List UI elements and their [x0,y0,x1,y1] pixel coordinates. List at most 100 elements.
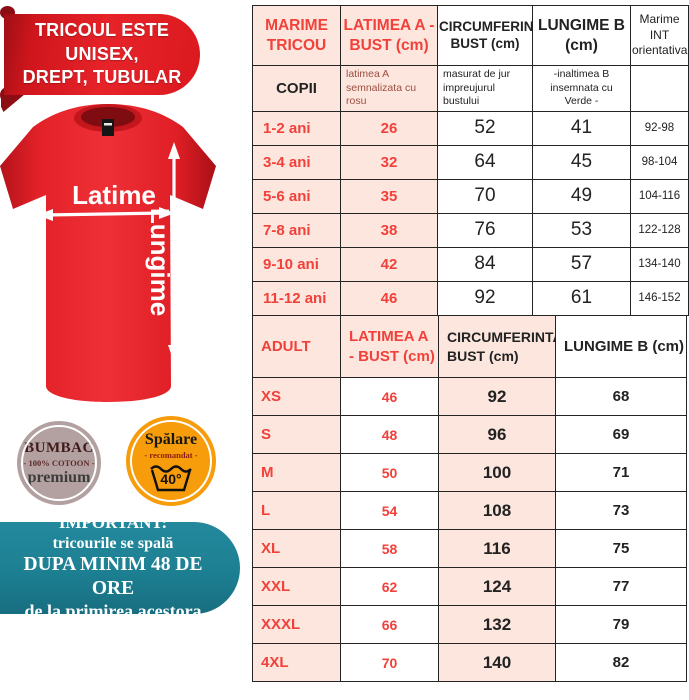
size-cell: 3-4 ani [252,144,341,180]
int-size-cell: 134-140 [630,246,689,282]
width-cell: 46 [340,377,439,416]
int-size-cell: 92-98 [630,110,689,146]
tshirt-collar-tag-print [104,123,112,126]
size-cell: XL [252,529,341,568]
width-cell: 38 [340,212,438,248]
children-header-length: LUNGIME B (cm) [532,5,631,66]
children-header-row: MARIME TRICOU LATIMEA A - BUST (cm) CIRC… [252,5,689,66]
length-cell: 75 [555,529,687,568]
size-cell: 1-2 ani [252,110,341,146]
width-cell: 54 [340,491,439,530]
bust-cell: 132 [438,605,556,644]
unisex-ribbon-banner: TRICOUL ESTE UNISEX, DREPT, TUBULAR [0,2,210,112]
length-cell: 45 [532,144,631,180]
size-cell: 9-10 ani [252,246,341,282]
bust-cell: 108 [438,491,556,530]
important-line-2: tricourile se spală [52,534,174,552]
cotton-badge-title: BUMBAC [24,439,94,456]
adult-header-width: LATIMEA A - BUST (cm) [340,315,439,378]
size-cell: 5-6 ani [252,178,341,214]
size-cell: L [252,491,341,530]
width-cell: 66 [340,605,439,644]
wash-basin-icon: 40° [147,462,195,492]
width-cell: 62 [340,567,439,606]
adult-row-xl: XL 58 116 75 [252,529,687,568]
children-row-9-10: 9-10 ani 42 84 57 134-140 [252,246,689,282]
children-subheader-width: latimea A semnalizata cu rosu [340,65,438,112]
size-cell: 11-12 ani [252,280,341,316]
width-cell: 35 [340,178,438,214]
width-label: Latime [72,180,156,210]
wash-badge-subtitle: - recomandat - [144,449,198,460]
length-cell: 73 [555,491,687,530]
bust-cell: 140 [438,643,556,682]
length-cell: 61 [532,280,631,316]
adult-header-bust: CIRCUMFERINTA BUST (cm) [438,315,556,378]
ribbon-line-2: UNISEX, [65,43,139,64]
bust-cell: 92 [437,280,533,316]
length-cell: 69 [555,415,687,454]
adult-size-table: ADULT LATIMEA A - BUST (cm) CIRCUMFERINT… [252,315,687,682]
ribbon-band: TRICOUL ESTE UNISEX, DREPT, TUBULAR [4,14,200,95]
width-cell: 26 [340,110,438,146]
children-subheader-row: COPII latimea A semnalizata cu rosu masu… [252,65,689,112]
children-subheader-size: COPII [252,65,341,112]
wash-badge-title: Spălare [144,430,198,448]
bust-cell: 84 [437,246,533,282]
children-header-int: Marime INT orientativa [630,5,689,66]
bust-cell: 92 [438,377,556,416]
important-line-1: IMPORTANT: [58,513,168,533]
width-arrow-line [45,211,167,217]
cotton-badge-subtitle: - 100% COTOON - [23,457,95,468]
width-cell: 70 [340,643,439,682]
size-cell: 7-8 ani [252,212,341,248]
length-cell: 71 [555,453,687,492]
adult-header-length: LUNGIME B (cm) [555,315,687,378]
length-arrow-head-bottom [168,345,180,362]
length-cell: 49 [532,178,631,214]
bust-cell: 64 [437,144,533,180]
size-cell: S [252,415,341,454]
important-line-4: de la primirea acestora [24,600,202,621]
length-cell: 41 [532,110,631,146]
children-row-1-2: 1-2 ani 26 52 41 92-98 [252,110,689,146]
adult-row-l: L 54 108 73 [252,491,687,530]
children-row-7-8: 7-8 ani 38 76 53 122-128 [252,212,689,248]
int-size-cell: 146-152 [630,280,689,316]
wash-temperature: 40° [160,470,182,487]
bust-cell: 100 [438,453,556,492]
bust-cell: 116 [438,529,556,568]
bust-cell: 96 [438,415,556,454]
length-cell: 53 [532,212,631,248]
tshirt-image: Latime Lungime [0,104,216,402]
children-header-size: MARIME TRICOU [252,5,341,66]
length-cell: 68 [555,377,687,416]
adult-row-4xl: 4XL 70 140 82 [252,643,687,682]
adult-row-xs: XS 46 92 68 [252,377,687,416]
size-cell: 4XL [252,643,341,682]
width-cell: 58 [340,529,439,568]
tshirt-collar-tag [102,119,114,136]
size-cell: M [252,453,341,492]
adult-row-s: S 48 96 69 [252,415,687,454]
bust-cell: 70 [437,178,533,214]
size-cell: XXXL [252,605,341,644]
int-size-cell: 98-104 [630,144,689,180]
width-cell: 48 [340,415,439,454]
bust-cell: 76 [437,212,533,248]
bust-cell: 52 [437,110,533,146]
adult-header-size: ADULT [252,315,341,378]
children-row-3-4: 3-4 ani 32 64 45 98-104 [252,144,689,180]
important-note-banner: IMPORTANT: tricourile se spală DUPA MINI… [0,513,240,621]
length-arrow-head-top [168,142,180,159]
width-arrow-head-left [37,209,53,221]
children-subheader-length: -inaltimea B insemnata cu Verde - [532,65,631,112]
adult-row-xxl: XXL 62 124 77 [252,567,687,606]
children-subheader-int [630,65,689,112]
tshirt-body [0,104,216,402]
tshirt-collar-inner [81,107,135,127]
width-arrow-head-right [159,207,175,219]
adult-header-row: ADULT LATIMEA A - BUST (cm) CIRCUMFERINT… [252,315,687,378]
children-size-table: MARIME TRICOU LATIMEA A - BUST (cm) CIRC… [252,5,689,316]
